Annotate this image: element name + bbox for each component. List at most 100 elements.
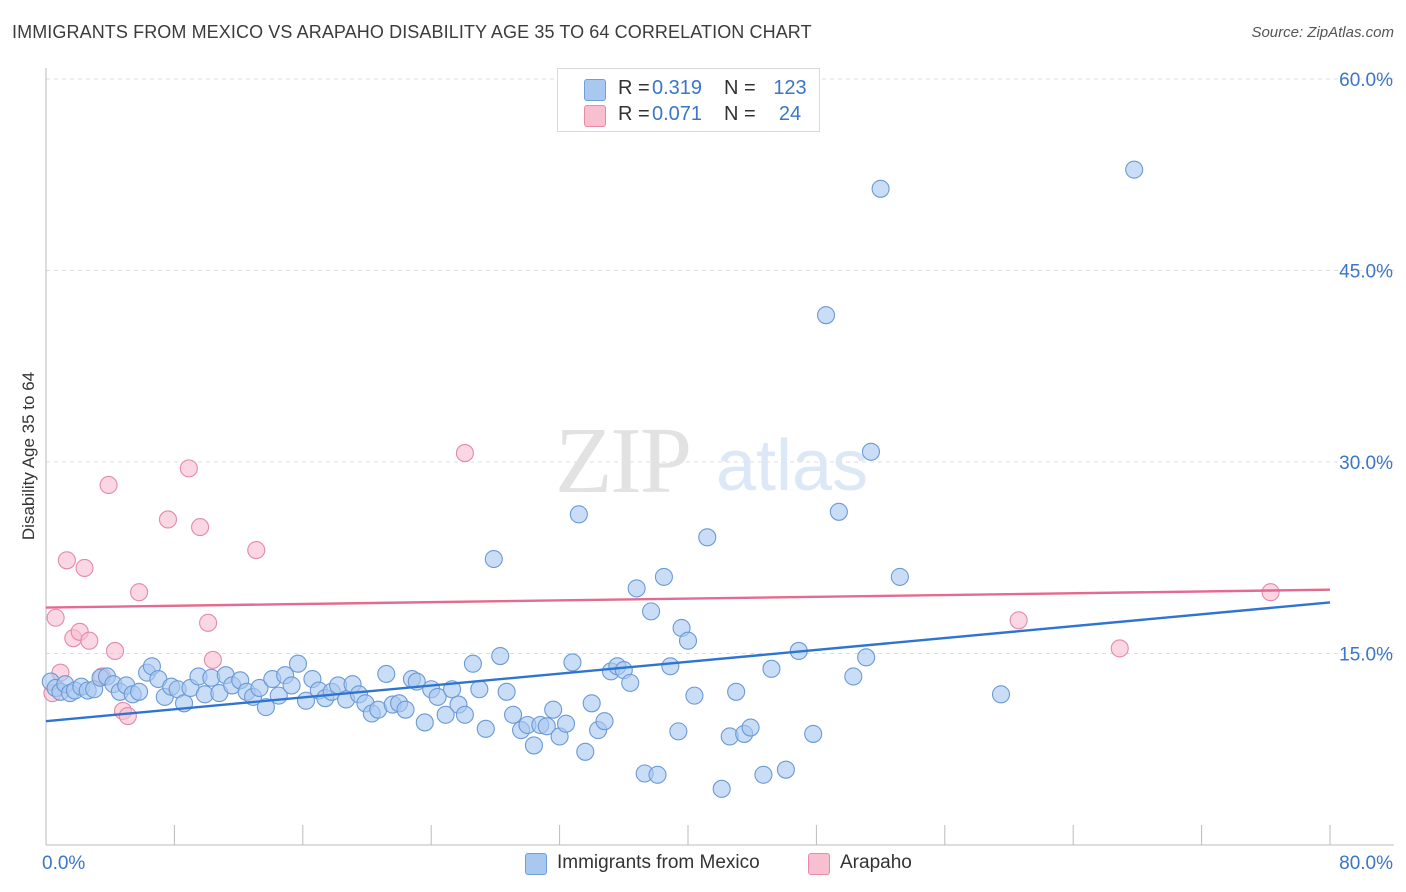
mexico-point — [463, 654, 482, 673]
arapaho-point — [1261, 583, 1280, 602]
mexico-point — [288, 654, 308, 673]
mexico-point — [727, 682, 746, 701]
mexico-point — [250, 678, 269, 698]
mexico-point — [455, 705, 474, 724]
mexico-point — [282, 676, 301, 695]
mexico-point — [504, 705, 523, 724]
legend-row-arapaho: R = 0.071 N = 24 — [584, 103, 801, 127]
mexico-point — [871, 179, 890, 198]
correlation-legend: R = 0.319 N = 123 R = 0.071 N = 24 — [557, 68, 820, 132]
arapaho-point — [1009, 611, 1028, 630]
mexico-point — [491, 647, 510, 666]
arapaho-point — [80, 631, 99, 650]
mexico-point — [804, 724, 823, 743]
mexico-point — [654, 567, 673, 586]
mexico-point — [537, 717, 556, 736]
mexico-point — [776, 760, 795, 779]
arapaho-point — [99, 475, 118, 495]
legend-swatch-arapaho — [584, 105, 606, 127]
mexico-point — [861, 442, 881, 461]
arapaho-point — [247, 541, 266, 560]
mexico-point — [476, 719, 495, 738]
mexico-point — [642, 602, 661, 621]
mexico-point — [544, 700, 563, 719]
mexico-point — [130, 682, 149, 701]
mexico-point — [991, 685, 1011, 704]
legend-n-label: N = — [724, 103, 756, 125]
watermark: ZIP atlas — [555, 409, 868, 513]
trend-lines — [45, 588, 1331, 723]
watermark-atlas: atlas — [716, 426, 868, 506]
arapaho-point — [203, 650, 222, 669]
mexico-point — [563, 653, 582, 672]
mexico-point — [648, 765, 667, 784]
source-credit: Source: ZipAtlas.com — [1251, 24, 1394, 41]
mexico-point — [669, 722, 688, 741]
mexico-point — [524, 736, 543, 755]
mexico-point — [377, 664, 396, 683]
arapaho-point — [191, 518, 210, 537]
legend-r-label: R = — [618, 77, 650, 99]
arapaho-point — [46, 608, 65, 627]
x-tick-label: 0.0% — [42, 853, 85, 874]
legend-label-mexico: Immigrants from Mexico — [557, 852, 760, 873]
y-tick-label: 15.0% — [1339, 645, 1393, 666]
mexico-point — [661, 657, 680, 676]
mexico-point — [556, 714, 576, 733]
mexico-point — [497, 682, 516, 701]
watermark-zip: ZIP — [555, 409, 690, 513]
arapaho-point — [75, 558, 94, 578]
mexico-point — [685, 686, 704, 705]
mexico-point — [621, 673, 640, 692]
arapaho-point — [199, 613, 218, 632]
y-tick-label: 45.0% — [1339, 262, 1393, 283]
mexico-point — [844, 667, 863, 686]
mexico-point — [1125, 160, 1144, 179]
legend-r-label: R = — [618, 103, 650, 125]
axes — [45, 68, 1394, 846]
mexico-point — [678, 631, 698, 650]
arapaho-point — [179, 459, 198, 478]
x-tick-label: 80.0% — [1339, 853, 1393, 874]
mexico-point — [627, 579, 646, 598]
arapaho-point — [1110, 639, 1129, 658]
legend-swatch-arapaho — [808, 853, 830, 875]
mexico-point — [428, 687, 447, 706]
legend-n-value: 123 — [773, 77, 807, 99]
mexico-point — [816, 306, 836, 325]
mexico-point — [890, 567, 909, 586]
mexico-point — [484, 549, 503, 569]
mexico-point — [829, 502, 848, 521]
tick-labels: 15.0% 30.0% 45.0% 60.0% 0.0% 80.0% — [42, 70, 1393, 874]
mexico-point — [436, 705, 455, 724]
legend-swatch-mexico — [525, 853, 547, 875]
legend-label-arapaho: Arapaho — [840, 852, 912, 873]
legend-n-value: 24 — [778, 103, 802, 125]
mexico-point — [415, 713, 434, 732]
arapaho-trend-line — [45, 588, 1331, 609]
mexico-point — [595, 712, 614, 731]
series-mexico-points — [41, 160, 1144, 798]
y-tick-label: 60.0% — [1339, 70, 1393, 91]
arapaho-point — [118, 707, 137, 726]
mexico-point — [857, 648, 876, 667]
chart-title: IMMIGRANTS FROM MEXICO VS ARAPAHO DISABI… — [12, 22, 812, 42]
mexico-point — [582, 694, 601, 713]
mexico-point — [741, 718, 760, 737]
mexico-point — [396, 700, 415, 719]
arapaho-point — [105, 641, 125, 660]
legend-n-label: N = — [724, 77, 756, 99]
legend-row-mexico: R = 0.319 N = 123 — [584, 77, 807, 101]
arapaho-point — [57, 551, 76, 570]
legend-r-value: 0.071 — [652, 103, 703, 125]
arapaho-point — [130, 583, 149, 602]
mexico-point — [576, 742, 595, 761]
gridlines — [46, 78, 1394, 654]
mexico-point — [762, 659, 781, 678]
arapaho-point — [158, 510, 178, 529]
legend-r-value: 0.319 — [652, 77, 703, 99]
mexico-trend-line — [45, 601, 1331, 723]
mexico-point — [470, 680, 489, 699]
mexico-point — [569, 505, 588, 524]
